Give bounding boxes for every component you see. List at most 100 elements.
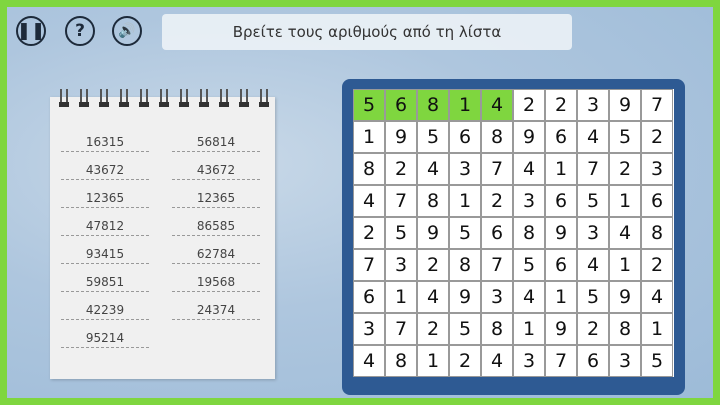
grid-cell[interactable]: 2 bbox=[609, 153, 641, 185]
grid-cell[interactable]: 1 bbox=[417, 345, 449, 377]
grid-cell[interactable]: 3 bbox=[353, 313, 385, 345]
grid-cell[interactable]: 4 bbox=[513, 153, 545, 185]
grid-cell[interactable]: 5 bbox=[577, 281, 609, 313]
grid-cell[interactable]: 5 bbox=[609, 121, 641, 153]
grid-cell[interactable]: 5 bbox=[385, 217, 417, 249]
grid-cell[interactable]: 3 bbox=[609, 345, 641, 377]
grid-cell[interactable]: 9 bbox=[545, 313, 577, 345]
word-item: 19568 bbox=[172, 275, 260, 292]
grid-cell[interactable]: 5 bbox=[513, 249, 545, 281]
grid-cell[interactable]: 4 bbox=[609, 217, 641, 249]
grid-cell[interactable]: 6 bbox=[545, 185, 577, 217]
grid-cell[interactable]: 2 bbox=[385, 153, 417, 185]
grid-cell[interactable]: 6 bbox=[545, 249, 577, 281]
grid-cell[interactable]: 7 bbox=[481, 249, 513, 281]
grid-cell[interactable]: 2 bbox=[353, 217, 385, 249]
grid-cell[interactable]: 2 bbox=[417, 249, 449, 281]
grid-cell[interactable]: 8 bbox=[417, 185, 449, 217]
grid-cell[interactable]: 4 bbox=[641, 281, 673, 313]
grid-cell[interactable]: 9 bbox=[609, 89, 641, 121]
grid-cell[interactable]: 7 bbox=[385, 313, 417, 345]
grid-cell[interactable]: 6 bbox=[449, 121, 481, 153]
grid-cell[interactable]: 1 bbox=[449, 89, 481, 121]
grid-cell[interactable]: 8 bbox=[385, 345, 417, 377]
grid-cell[interactable]: 3 bbox=[577, 217, 609, 249]
grid-cell[interactable]: 1 bbox=[641, 313, 673, 345]
grid-cell[interactable]: 8 bbox=[513, 217, 545, 249]
grid-cell[interactable]: 9 bbox=[417, 217, 449, 249]
grid-cell[interactable]: 1 bbox=[545, 153, 577, 185]
grid-cell[interactable]: 8 bbox=[481, 313, 513, 345]
word-list-notebook: 16315 43672 12365 47812 93415 59851 42239 95214… bbox=[50, 89, 275, 379]
grid-cell[interactable]: 5 bbox=[417, 121, 449, 153]
grid-cell[interactable]: 9 bbox=[545, 217, 577, 249]
grid-cell[interactable]: 3 bbox=[577, 89, 609, 121]
grid-cell[interactable]: 4 bbox=[353, 345, 385, 377]
grid-cell[interactable]: 7 bbox=[577, 153, 609, 185]
pause-button[interactable]: ❚❚ bbox=[16, 16, 46, 46]
grid-cell[interactable]: 6 bbox=[577, 345, 609, 377]
grid-cell[interactable]: 6 bbox=[545, 121, 577, 153]
grid-cell[interactable]: 4 bbox=[481, 89, 513, 121]
grid-cell[interactable]: 7 bbox=[481, 153, 513, 185]
grid-cell[interactable]: 4 bbox=[353, 185, 385, 217]
grid-cell[interactable]: 9 bbox=[385, 121, 417, 153]
grid-cell[interactable]: 2 bbox=[449, 345, 481, 377]
grid-cell[interactable]: 8 bbox=[641, 217, 673, 249]
grid-cell[interactable]: 7 bbox=[385, 185, 417, 217]
grid-cell[interactable]: 3 bbox=[385, 249, 417, 281]
grid-cell[interactable]: 2 bbox=[545, 89, 577, 121]
grid-cell[interactable]: 2 bbox=[641, 121, 673, 153]
grid-cell[interactable]: 5 bbox=[641, 345, 673, 377]
grid-cell[interactable]: 4 bbox=[513, 281, 545, 313]
grid-cell[interactable]: 4 bbox=[481, 345, 513, 377]
grid-cell[interactable]: 9 bbox=[513, 121, 545, 153]
grid-cell[interactable]: 8 bbox=[481, 121, 513, 153]
grid-cell[interactable]: 5 bbox=[353, 89, 385, 121]
grid-cell[interactable]: 8 bbox=[609, 313, 641, 345]
grid-cell[interactable]: 9 bbox=[609, 281, 641, 313]
grid-cell[interactable]: 4 bbox=[417, 281, 449, 313]
grid-cell[interactable]: 5 bbox=[449, 313, 481, 345]
grid-cell[interactable]: 8 bbox=[417, 89, 449, 121]
grid-cell[interactable]: 8 bbox=[353, 153, 385, 185]
grid-cell[interactable]: 1 bbox=[513, 313, 545, 345]
grid-cell[interactable]: 1 bbox=[609, 185, 641, 217]
sound-button[interactable]: 🔊 bbox=[112, 16, 142, 46]
grid-cell[interactable]: 6 bbox=[353, 281, 385, 313]
grid-cell[interactable]: 5 bbox=[577, 185, 609, 217]
grid-cell[interactable]: 3 bbox=[481, 281, 513, 313]
grid-cell[interactable]: 6 bbox=[481, 217, 513, 249]
grid-cell[interactable]: 9 bbox=[449, 281, 481, 313]
grid-cell[interactable]: 2 bbox=[513, 89, 545, 121]
grid-cell[interactable]: 4 bbox=[577, 249, 609, 281]
grid-cell[interactable]: 7 bbox=[353, 249, 385, 281]
grid-cell[interactable]: 4 bbox=[577, 121, 609, 153]
grid-cell[interactable]: 5 bbox=[449, 217, 481, 249]
grid-cell[interactable]: 1 bbox=[449, 185, 481, 217]
grid-cell[interactable]: 3 bbox=[449, 153, 481, 185]
spiral-ring bbox=[59, 89, 69, 107]
grid-cell[interactable]: 6 bbox=[385, 89, 417, 121]
help-button[interactable]: ? bbox=[65, 16, 95, 46]
grid-cell[interactable]: 1 bbox=[353, 121, 385, 153]
grid-cell[interactable]: 8 bbox=[449, 249, 481, 281]
grid-cell[interactable]: 2 bbox=[641, 249, 673, 281]
spiral-ring bbox=[199, 89, 209, 107]
word-item: 95214 bbox=[61, 331, 149, 348]
grid-cell[interactable]: 3 bbox=[641, 153, 673, 185]
spiral-ring bbox=[239, 89, 249, 107]
grid-cell[interactable]: 1 bbox=[385, 281, 417, 313]
grid-cell[interactable]: 2 bbox=[417, 313, 449, 345]
grid-cell[interactable]: 1 bbox=[545, 281, 577, 313]
spiral-ring bbox=[179, 89, 189, 107]
grid-cell[interactable]: 6 bbox=[641, 185, 673, 217]
grid-cell[interactable]: 3 bbox=[513, 345, 545, 377]
grid-cell[interactable]: 2 bbox=[481, 185, 513, 217]
grid-cell[interactable]: 3 bbox=[513, 185, 545, 217]
grid-cell[interactable]: 2 bbox=[577, 313, 609, 345]
grid-cell[interactable]: 4 bbox=[417, 153, 449, 185]
grid-cell[interactable]: 7 bbox=[641, 89, 673, 121]
grid-cell[interactable]: 7 bbox=[545, 345, 577, 377]
grid-cell[interactable]: 1 bbox=[609, 249, 641, 281]
